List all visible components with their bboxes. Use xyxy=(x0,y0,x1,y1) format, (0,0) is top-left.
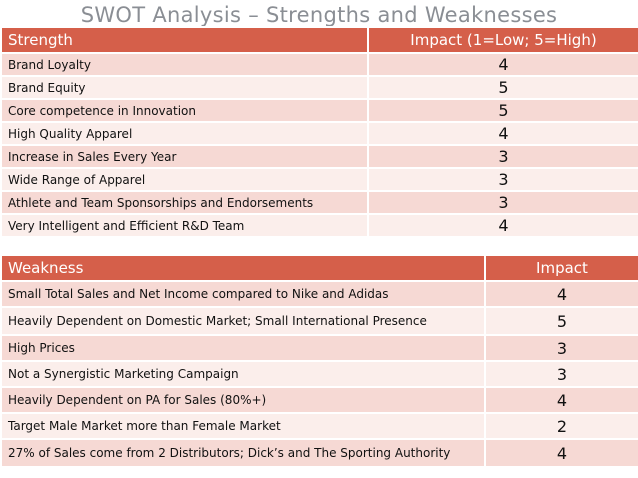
strength-name: Brand Equity xyxy=(0,75,369,100)
weakness-name: Heavily Dependent on Domestic Market; Sm… xyxy=(0,306,486,336)
table-row: Increase in Sales Every Year 3 xyxy=(0,144,638,169)
strength-column-header: Strength xyxy=(0,26,369,54)
weaknesses-table: Weakness Impact Small Total Sales and Ne… xyxy=(0,254,638,468)
impact-column-header: Impact (1=Low; 5=High) xyxy=(367,26,638,54)
table-row: Heavily Dependent on Domestic Market; Sm… xyxy=(0,306,638,336)
weakness-name: Heavily Dependent on PA for Sales (80%+) xyxy=(0,386,486,414)
strength-name: Brand Loyalty xyxy=(0,52,369,77)
table-row: Heavily Dependent on PA for Sales (80%+)… xyxy=(0,386,638,414)
impact-value: 4 xyxy=(367,121,638,146)
weakness-name: Small Total Sales and Net Income compare… xyxy=(0,280,486,308)
table-row: Brand Equity 5 xyxy=(0,75,638,100)
impact-value: 5 xyxy=(367,98,638,123)
weakness-name: 27% of Sales come from 2 Distributors; D… xyxy=(0,438,486,468)
impact-value: 3 xyxy=(367,167,638,192)
impact-value: 4 xyxy=(484,438,638,468)
table-row: Core competence in Innovation 5 xyxy=(0,98,638,123)
weakness-name: Not a Synergistic Marketing Campaign xyxy=(0,360,486,388)
strength-name: High Quality Apparel xyxy=(0,121,369,146)
impact-value: 5 xyxy=(484,306,638,336)
table-row: Very Intelligent and Efficient R&D Team … xyxy=(0,213,638,238)
strength-name: Core competence in Innovation xyxy=(0,98,369,123)
table-row: High Quality Apparel 4 xyxy=(0,121,638,146)
weaknesses-header-row: Weakness Impact xyxy=(0,254,638,282)
impact-value: 4 xyxy=(484,386,638,414)
table-row: Athlete and Team Sponsorships and Endors… xyxy=(0,190,638,215)
table-row: High Prices 3 xyxy=(0,334,638,362)
impact-value: 4 xyxy=(367,52,638,77)
impact-value: 3 xyxy=(367,144,638,169)
strength-name: Wide Range of Apparel xyxy=(0,167,369,192)
strength-name: Very Intelligent and Efficient R&D Team xyxy=(0,213,369,238)
page-title: SWOT Analysis – Strengths and Weaknesses xyxy=(80,3,558,27)
impact-value: 5 xyxy=(367,75,638,100)
strength-name: Athlete and Team Sponsorships and Endors… xyxy=(0,190,369,215)
impact-value: 4 xyxy=(367,213,638,238)
weakness-name: High Prices xyxy=(0,334,486,362)
strength-name: Increase in Sales Every Year xyxy=(0,144,369,169)
table-row: Target Male Market more than Female Mark… xyxy=(0,412,638,440)
table-row: 27% of Sales come from 2 Distributors; D… xyxy=(0,438,638,468)
weakness-column-header: Weakness xyxy=(0,254,486,282)
impact-value: 2 xyxy=(484,412,638,440)
impact-value: 3 xyxy=(484,360,638,388)
impact-value: 4 xyxy=(484,280,638,308)
impact-value: 3 xyxy=(367,190,638,215)
strengths-table: Strength Impact (1=Low; 5=High) Brand Lo… xyxy=(0,26,638,238)
table-row: Wide Range of Apparel 3 xyxy=(0,167,638,192)
weakness-name: Target Male Market more than Female Mark… xyxy=(0,412,486,440)
strengths-header-row: Strength Impact (1=Low; 5=High) xyxy=(0,26,638,54)
table-row: Not a Synergistic Marketing Campaign 3 xyxy=(0,360,638,388)
impact-value: 3 xyxy=(484,334,638,362)
table-row: Brand Loyalty 4 xyxy=(0,52,638,77)
impact-column-header: Impact xyxy=(484,254,638,282)
table-row: Small Total Sales and Net Income compare… xyxy=(0,280,638,308)
